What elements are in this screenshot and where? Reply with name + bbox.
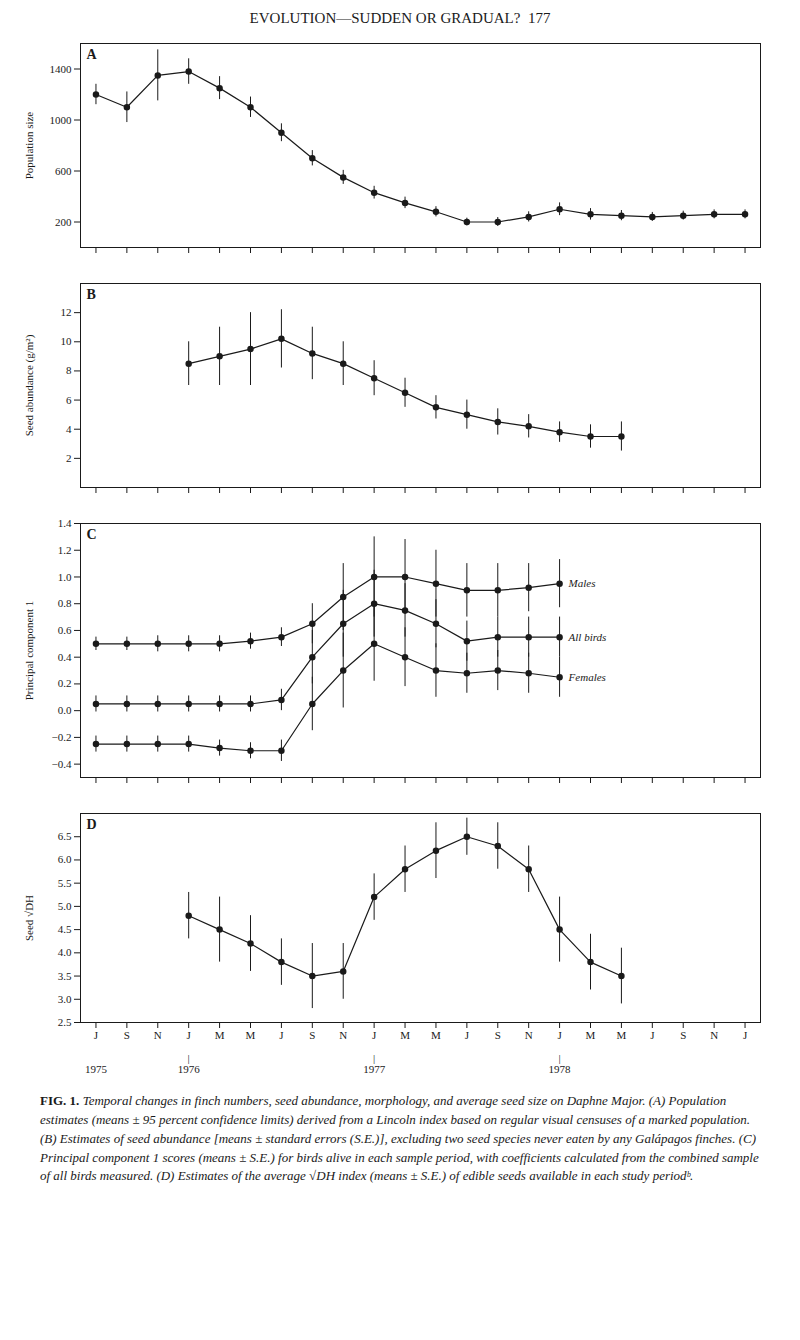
svg-text:N: N xyxy=(154,1029,162,1041)
svg-text:1400: 1400 xyxy=(50,63,73,75)
svg-text:A: A xyxy=(87,47,98,62)
svg-text:M: M xyxy=(617,1029,627,1041)
svg-text:M: M xyxy=(400,1029,410,1041)
svg-text:S: S xyxy=(309,1029,315,1041)
svg-text:M: M xyxy=(431,1029,441,1041)
svg-text:J: J xyxy=(279,1029,284,1041)
svg-text:4: 4 xyxy=(66,423,72,435)
svg-text:1.4: 1.4 xyxy=(58,517,72,529)
svg-text:J: J xyxy=(372,1029,377,1041)
svg-text:Principal component 1: Principal component 1 xyxy=(23,601,35,701)
svg-text:2: 2 xyxy=(66,452,72,464)
svg-text:Seed √DH: Seed √DH xyxy=(23,895,35,941)
svg-text:|1976: |1976 xyxy=(178,1052,201,1075)
svg-text:2.5: 2.5 xyxy=(58,1016,72,1028)
svg-text:4.0: 4.0 xyxy=(58,946,72,958)
svg-text:N: N xyxy=(525,1029,533,1041)
svg-text:B: B xyxy=(87,287,96,302)
svg-text:Population size: Population size xyxy=(23,112,35,180)
svg-text:0.2: 0.2 xyxy=(58,677,72,689)
svg-text:S: S xyxy=(680,1029,686,1041)
svg-text:1.2: 1.2 xyxy=(58,544,72,556)
svg-text:J: J xyxy=(465,1029,470,1041)
svg-text:0.4: 0.4 xyxy=(58,651,72,663)
svg-text:J: J xyxy=(650,1029,655,1041)
svg-text:N: N xyxy=(710,1029,718,1041)
svg-text:10: 10 xyxy=(61,335,73,347)
svg-text:|1977: |1977 xyxy=(363,1052,386,1075)
svg-text:N: N xyxy=(339,1029,347,1041)
svg-text:12: 12 xyxy=(61,306,72,318)
svg-text:5.5: 5.5 xyxy=(58,877,72,889)
svg-text:3.5: 3.5 xyxy=(58,970,72,982)
svg-text:J: J xyxy=(743,1029,748,1041)
html-text:EVOLUTION—SUDDEN OR GRADUAL? 1: EVOLUTION—SUDDEN OR GRADUAL? 177 xyxy=(249,10,551,26)
svg-text:M: M xyxy=(586,1029,596,1041)
svg-text:5.0: 5.0 xyxy=(58,900,72,912)
svg-text:3.0: 3.0 xyxy=(58,993,72,1005)
svg-text:J: J xyxy=(557,1029,562,1041)
svg-text:600: 600 xyxy=(55,165,72,177)
svg-text:−0.2: −0.2 xyxy=(52,731,72,743)
svg-text:6: 6 xyxy=(66,394,72,406)
svg-text:Seed abundance (g/m²): Seed abundance (g/m²) xyxy=(23,334,36,436)
svg-text:S: S xyxy=(495,1029,501,1041)
svg-text:200: 200 xyxy=(55,216,72,228)
svg-text:S: S xyxy=(124,1029,130,1041)
svg-text:1000: 1000 xyxy=(50,114,73,126)
svg-text:C: C xyxy=(87,527,97,542)
svg-text:M: M xyxy=(215,1029,225,1041)
svg-text:All birds: All birds xyxy=(568,631,607,643)
svg-text:M: M xyxy=(246,1029,256,1041)
svg-text:D: D xyxy=(87,817,97,832)
svg-text:Males: Males xyxy=(568,577,596,589)
svg-text:0.6: 0.6 xyxy=(58,624,72,636)
svg-text:0.0: 0.0 xyxy=(58,704,72,716)
svg-text:1975: 1975 xyxy=(85,1063,108,1075)
svg-text:−0.4: −0.4 xyxy=(52,758,72,770)
svg-text:0.8: 0.8 xyxy=(58,597,72,609)
svg-text:Females: Females xyxy=(568,671,606,683)
svg-text:4.5: 4.5 xyxy=(58,923,72,935)
html-text:FIG. 1. Temporal changes in fi: FIG. 1. Temporal changes in finch number… xyxy=(40,1093,759,1184)
svg-text:J: J xyxy=(187,1029,192,1041)
svg-text:|1978: |1978 xyxy=(549,1052,572,1075)
svg-text:J: J xyxy=(94,1029,99,1041)
svg-text:6.5: 6.5 xyxy=(58,830,72,842)
svg-text:8: 8 xyxy=(66,364,72,376)
svg-text:6.0: 6.0 xyxy=(58,853,72,865)
svg-text:1.0: 1.0 xyxy=(58,570,72,582)
